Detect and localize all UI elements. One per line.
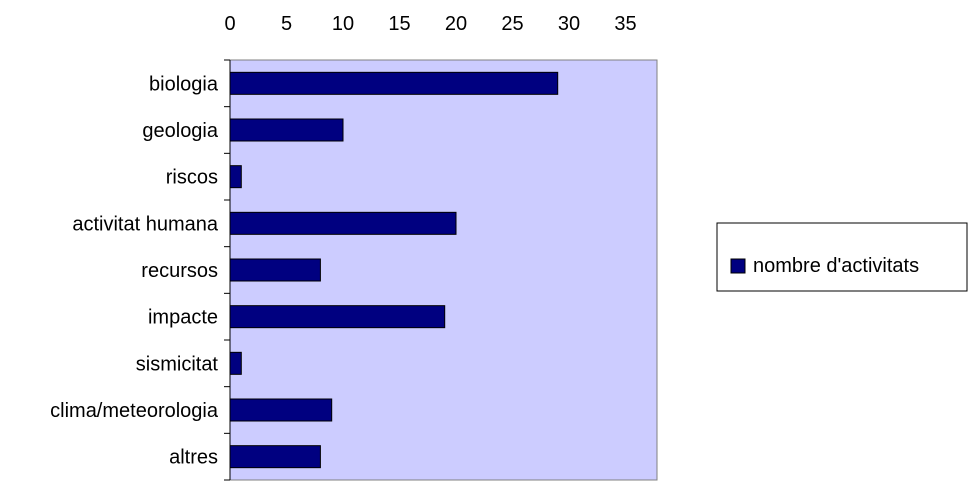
bar [229, 118, 344, 142]
bar [229, 445, 321, 469]
bar [229, 258, 321, 282]
category-label: activitat humana [72, 213, 219, 235]
x-tick-label: 30 [558, 13, 580, 35]
legend: nombre d'activitats [716, 222, 968, 292]
category-label: recursos [141, 260, 218, 282]
category-label: clima/meteorologia [50, 400, 219, 422]
x-axis: 0 5 10 15 20 25 30 35 [224, 13, 636, 35]
x-tick-label: 10 [332, 13, 354, 35]
category-label: biologia [149, 73, 219, 95]
x-tick-label: 25 [501, 13, 523, 35]
x-tick-label: 20 [445, 13, 467, 35]
legend-box [716, 222, 968, 292]
legend-swatch [730, 258, 746, 274]
y-axis: biologia geologia riscos activitat humana re… [50, 59, 231, 481]
bars-group [229, 71, 559, 469]
bar [229, 398, 333, 422]
category-label: riscos [166, 167, 218, 189]
x-tick-label: 5 [281, 13, 292, 35]
bar [229, 211, 457, 235]
category-label: impacte [148, 307, 218, 329]
bar [229, 71, 559, 95]
category-label: geologia [142, 120, 219, 142]
x-tick-label: 35 [614, 13, 636, 35]
legend-label: nombre d'activitats [753, 255, 919, 277]
bar [229, 351, 242, 375]
bar [229, 305, 446, 329]
x-tick-label: 0 [224, 13, 235, 35]
category-label: altres [169, 447, 218, 469]
bar [229, 165, 242, 189]
x-tick-label: 15 [388, 13, 410, 35]
category-label: sismicitat [136, 353, 219, 375]
